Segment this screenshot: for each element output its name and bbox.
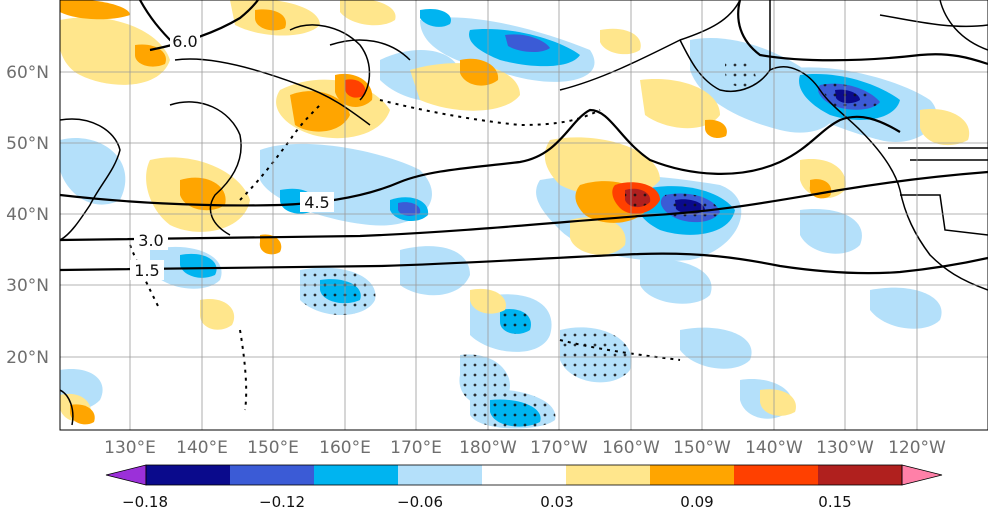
contour-label: 6.0	[172, 32, 197, 51]
lon-tick-label: 180°W	[459, 438, 517, 458]
lat-tick-label: 30°N	[6, 276, 49, 296]
lon-tick-label: 170°E	[390, 438, 442, 458]
lon-tick-label: 170°W	[530, 438, 588, 458]
colorbar-extension-high	[901, 464, 943, 486]
map-panel: 6.0 4.5 3.0 1.5	[59, 0, 988, 431]
contour-lines	[60, 0, 988, 275]
colorbar-cell	[398, 465, 482, 485]
contour-label: 1.5	[134, 261, 159, 280]
colorbar-cells	[105, 464, 943, 486]
contour-3-0	[60, 170, 988, 242]
lon-tick-label: 160°E	[319, 438, 371, 458]
contour-label: 4.5	[304, 193, 329, 212]
colorbar-tick-label: −0.06	[397, 493, 443, 511]
lat-axis: 20°N 30°N 40°N 50°N 60°N	[6, 63, 49, 368]
colorbar-tick-label: 0.15	[818, 493, 851, 511]
contour-4-5	[60, 108, 901, 207]
contour-1-5	[60, 252, 988, 275]
colorbar-frame	[145, 464, 903, 486]
lon-tick-label: 150°E	[247, 438, 299, 458]
anomaly-shading	[60, 0, 988, 430]
colorbar-cell	[818, 465, 902, 485]
colorbar-cell	[482, 465, 566, 485]
contour-6-0c	[737, 0, 988, 66]
lat-tick-label: 50°N	[6, 134, 49, 154]
colorbar: −0.18 −0.12 −0.06 0.03 0.09 0.15	[105, 464, 943, 511]
colorbar-cell	[314, 465, 398, 485]
gridlines	[60, 0, 988, 430]
colorbar-tick-label: −0.18	[122, 493, 168, 511]
lat-tick-label: 40°N	[6, 205, 49, 225]
map-frame	[59, 0, 988, 431]
lon-tick-label: 120°W	[888, 438, 946, 458]
lon-tick-label: 150°W	[673, 438, 731, 458]
lon-tick-label: 140°W	[745, 438, 803, 458]
colorbar-tick-label: −0.12	[259, 493, 305, 511]
lon-axis: 130°E 140°E 150°E 160°E 170°E 180°W 170°…	[104, 438, 946, 458]
lon-tick-label: 130°E	[104, 438, 156, 458]
colorbar-tick-label: 0.03	[540, 493, 573, 511]
colorbar-cell	[230, 465, 314, 485]
coastlines	[60, 0, 988, 426]
lat-tick-label: 60°N	[6, 63, 49, 83]
colorbar-tick-label: 0.09	[680, 493, 713, 511]
lat-tick-label: 20°N	[6, 348, 49, 368]
contour-label: 3.0	[138, 231, 163, 250]
colorbar-extension-low	[105, 464, 147, 486]
colorbar-cell	[146, 465, 230, 485]
lon-tick-label: 130°W	[816, 438, 874, 458]
colorbar-cell	[566, 465, 650, 485]
lon-tick-label: 160°W	[602, 438, 660, 458]
colorbar-cell	[650, 465, 734, 485]
colorbar-cell	[734, 465, 818, 485]
lon-tick-label: 140°E	[176, 438, 228, 458]
